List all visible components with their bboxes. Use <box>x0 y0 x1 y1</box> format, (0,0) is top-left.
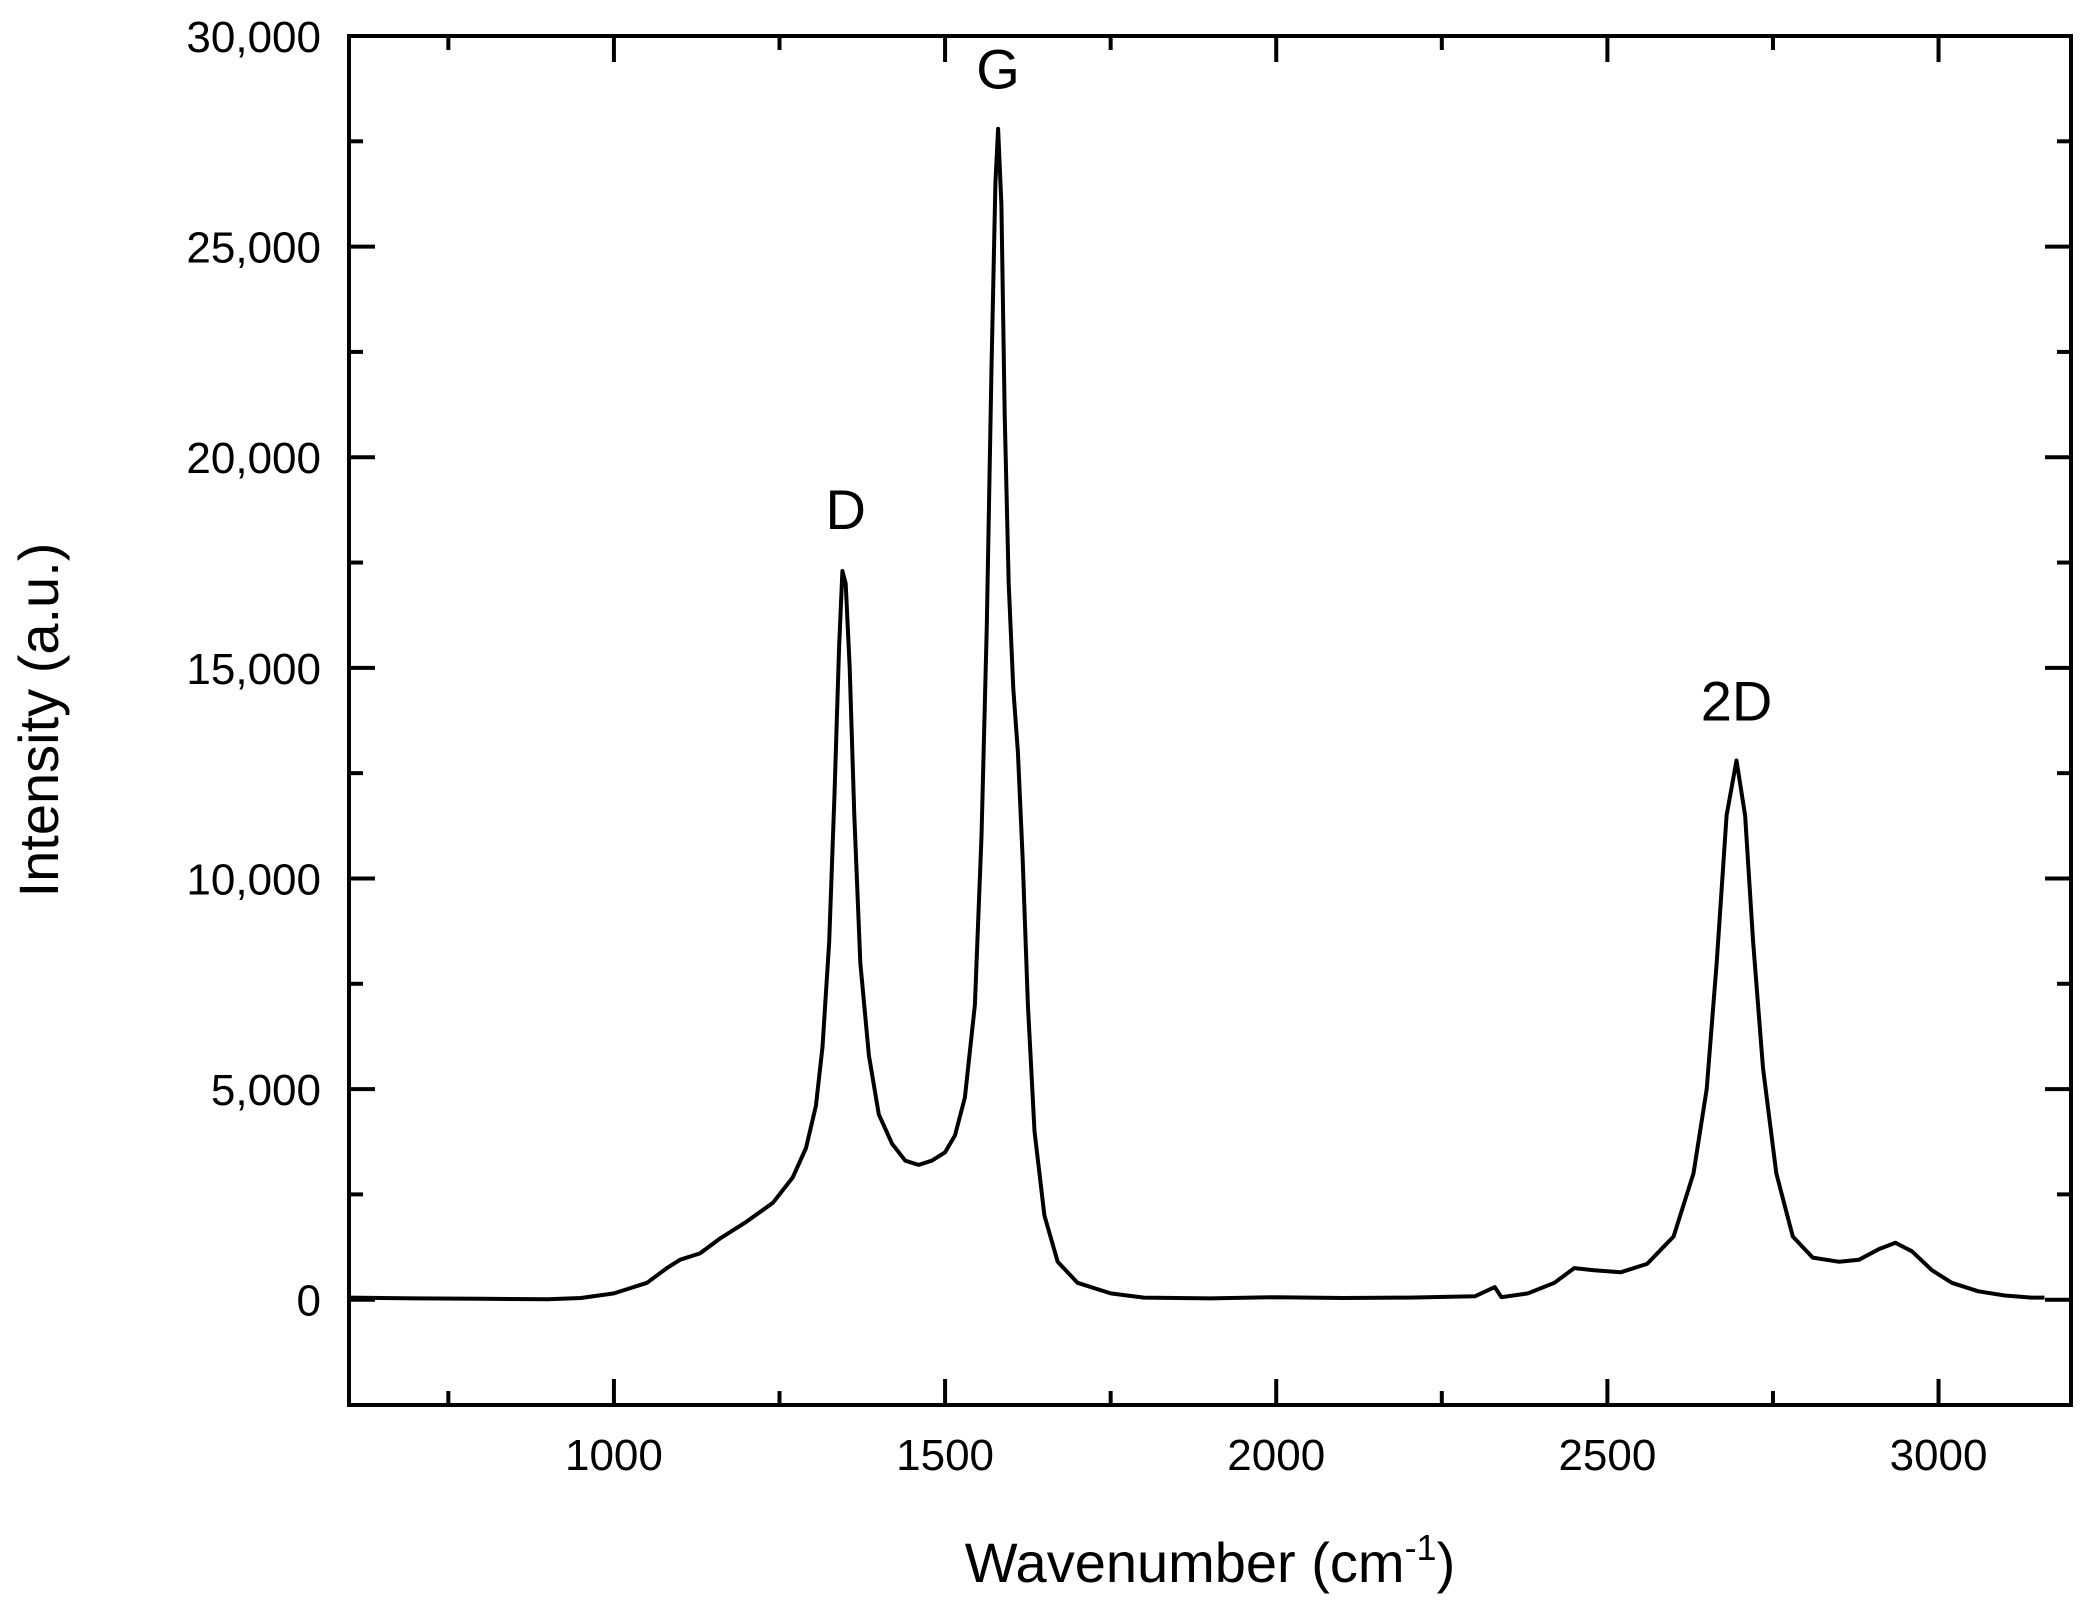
x-tick-label: 1000 <box>565 1431 663 1480</box>
x-tick-label: 2500 <box>1558 1431 1656 1480</box>
y-tick-label: 5,000 <box>211 1066 321 1115</box>
x-tick-label: 3000 <box>1890 1431 1988 1480</box>
y-tick-label: 15,000 <box>186 645 321 694</box>
y-axis-label: Intensity (a.u.) <box>7 543 70 898</box>
plot-frame <box>347 34 2073 1407</box>
peak-label: G <box>976 38 1020 101</box>
peak-annotations: D G 2D <box>826 38 1773 733</box>
y-tick-label: 10,000 <box>186 855 321 904</box>
axis-tick-labels: 1000 1500 2000 2500 3000 0 5,000 10,000 15,000 20… <box>186 13 1987 1480</box>
peak-label: 2D <box>1701 670 1773 733</box>
spectrum-line <box>348 126 2045 1302</box>
axis-ticks <box>349 34 2071 1407</box>
x-axis-label: Wavenumber (cm-1) <box>965 1527 1455 1594</box>
peak-label: D <box>826 478 866 541</box>
y-tick-label: 30,000 <box>186 13 321 62</box>
y-tick-label: 0 <box>297 1277 321 1326</box>
x-tick-label: 2000 <box>1227 1431 1325 1480</box>
x-tick-label: 1500 <box>896 1431 994 1480</box>
x-axis-label-superscript: -1 <box>1405 1527 1437 1568</box>
y-tick-label: 20,000 <box>186 434 321 483</box>
x-axis-label-close-paren: ) <box>1437 1531 1456 1594</box>
y-tick-label: 25,000 <box>186 224 321 273</box>
